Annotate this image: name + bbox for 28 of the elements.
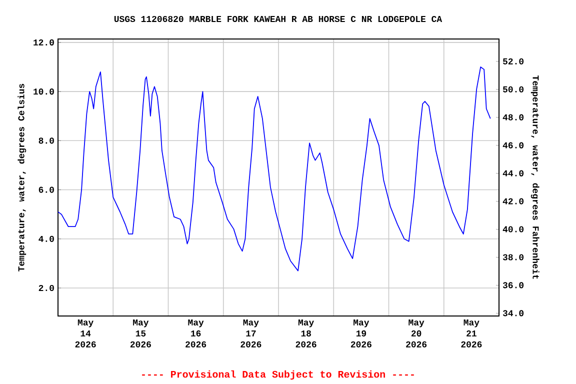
y-tick-label: 6.0: [38, 186, 54, 193]
y2-tick-label: 42.0: [502, 198, 524, 204]
y2-tick-label: 38.0: [502, 254, 524, 260]
x-tick-label: May 14 2026: [75, 320, 96, 348]
x-tick-label: May 19 2026: [350, 320, 372, 348]
x-tick-label: May 17 2026: [240, 320, 262, 348]
y-tick-label: 2.0: [38, 284, 54, 292]
y-tick-label: 4.0: [38, 236, 54, 242]
chart-title: USGS 11206820 MARBLE FORK KAWEAH R AB HORSE C NR LODGEPOLE CA: [114, 16, 442, 22]
x-tick-label: May 20 2026: [406, 320, 427, 348]
y2-tick-label: 50.0: [502, 86, 524, 92]
y2-tick-label: 44.0: [502, 170, 524, 176]
x-tick-label: May 21 2026: [461, 320, 482, 348]
y-axis-title: Temperature, water, degrees Celsius: [18, 84, 26, 272]
y2-tick-label: 40.0: [502, 226, 524, 232]
y2-axis-title: Temperature, water, degrees Fahrenheit: [530, 76, 540, 279]
y2-tick-label: 34.0: [502, 310, 524, 316]
y2-tick-label: 46.0: [502, 142, 524, 148]
x-tick-label: May 15 2026: [130, 320, 151, 348]
x-tick-label: May 16 2026: [186, 320, 206, 348]
y2-tick-label: 48.0: [502, 114, 524, 120]
y-tick-label: 10.0: [34, 88, 54, 95]
y-tick-label: 12.0: [34, 39, 54, 46]
text: ---- Provisional Data Subject to Revision ----: [142, 370, 414, 380]
x-tick-label: May 18 2026: [296, 320, 316, 348]
y2-tick-label: 36.0: [502, 282, 524, 288]
y-tick-label: 8.0: [38, 138, 54, 144]
y2-tick-label: 52.0: [502, 58, 524, 64]
